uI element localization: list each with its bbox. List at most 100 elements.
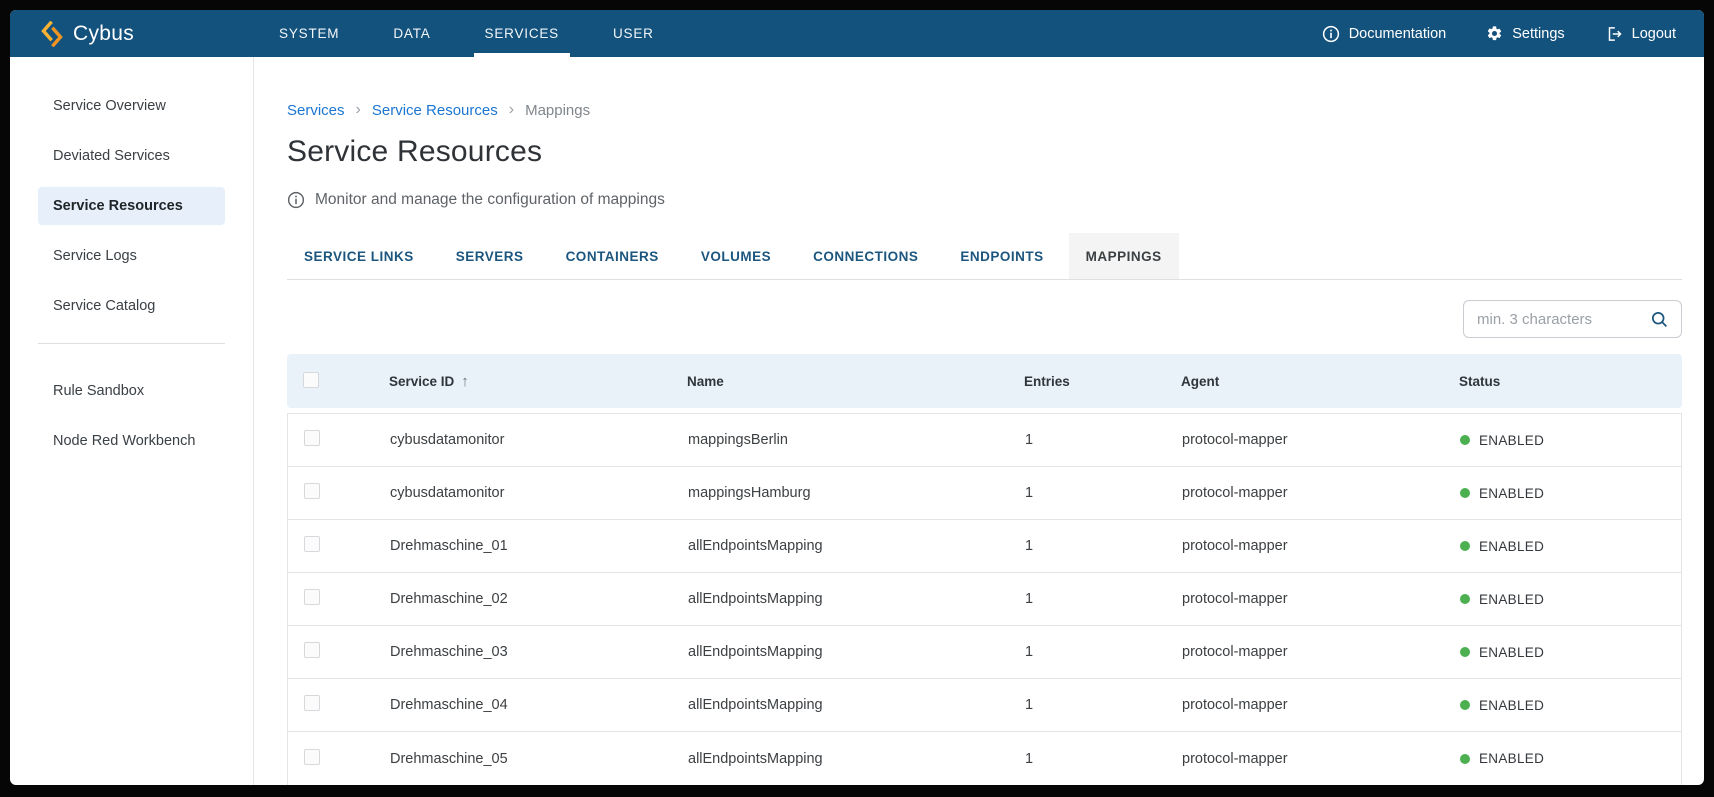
app-window: Cybus SYSTEMDATASERVICESUSER Documentati… — [10, 10, 1704, 785]
info-icon — [1322, 25, 1340, 43]
breadcrumb: Services › Service Resources › Mappings — [287, 101, 1682, 119]
table-row[interactable]: cybusdatamonitormappingsBerlin1protocol-… — [288, 414, 1681, 467]
breadcrumb-separator: › — [509, 101, 514, 119]
table-body: cybusdatamonitormappingsBerlin1protocol-… — [287, 413, 1682, 785]
nav-item-data[interactable]: DATA — [366, 10, 457, 57]
tab-endpoints[interactable]: ENDPOINTS — [943, 233, 1060, 279]
main-content: Services › Service Resources › Mappings Serv… — [254, 57, 1704, 785]
logout-icon — [1605, 25, 1623, 43]
cell-name: allEndpointsMapping — [688, 644, 1025, 660]
cell-entries: 1 — [1025, 538, 1182, 554]
documentation-button[interactable]: Documentation — [1322, 25, 1447, 43]
table-row[interactable]: cybusdatamonitormappingsHamburg1protocol… — [288, 467, 1681, 520]
row-checkbox[interactable] — [304, 642, 320, 658]
cell-agent: protocol-mapper — [1182, 591, 1460, 607]
sidebar-item-node-red-workbench[interactable]: Node Red Workbench — [38, 422, 225, 460]
breadcrumb-item-service-resources[interactable]: Service Resources — [372, 102, 498, 119]
cell-name: allEndpointsMapping — [688, 751, 1025, 767]
status-badge: ENABLED — [1479, 539, 1544, 554]
tab-servers[interactable]: SERVERS — [439, 233, 541, 279]
row-checkbox[interactable] — [304, 749, 320, 765]
search-input[interactable] — [1477, 311, 1650, 328]
table-toolbar — [287, 300, 1682, 338]
sidebar-item-service-logs[interactable]: Service Logs — [38, 237, 225, 275]
sidebar-item-rule-sandbox[interactable]: Rule Sandbox — [38, 372, 225, 410]
cell-name: mappingsHamburg — [688, 485, 1025, 501]
tab-connections[interactable]: CONNECTIONS — [796, 233, 935, 279]
settings-button[interactable]: Settings — [1486, 25, 1564, 42]
cell-agent: protocol-mapper — [1182, 644, 1460, 660]
row-checkbox[interactable] — [304, 536, 320, 552]
table-row[interactable]: Drehmaschine_04allEndpointsMapping1proto… — [288, 679, 1681, 732]
status-badge: ENABLED — [1479, 486, 1544, 501]
cybus-logo-icon — [40, 21, 64, 47]
cell-status: ENABLED — [1460, 592, 1681, 607]
column-header-service-id[interactable]: Service ID↑ — [389, 373, 687, 390]
cell-entries: 1 — [1025, 485, 1182, 501]
breadcrumb-separator: › — [356, 101, 361, 119]
row-checkbox[interactable] — [304, 483, 320, 499]
row-checkbox[interactable] — [304, 589, 320, 605]
sidebar-item-service-resources[interactable]: Service Resources — [38, 187, 225, 225]
breadcrumb-item-mappings: Mappings — [525, 102, 590, 119]
cell-service-id: Drehmaschine_05 — [390, 751, 688, 767]
status-badge: ENABLED — [1479, 645, 1544, 660]
cell-service-id: Drehmaschine_04 — [390, 697, 688, 713]
sort-ascending-icon[interactable]: ↑ — [461, 373, 469, 390]
cell-service-id: cybusdatamonitor — [390, 485, 688, 501]
status-enabled-dot — [1460, 594, 1470, 604]
top-nav: SYSTEMDATASERVICESUSER — [252, 10, 681, 57]
cell-name: allEndpointsMapping — [688, 538, 1025, 554]
search-icon[interactable] — [1650, 310, 1669, 329]
documentation-label: Documentation — [1349, 26, 1447, 42]
row-checkbox[interactable] — [304, 695, 320, 711]
cell-name: allEndpointsMapping — [688, 697, 1025, 713]
brand-logo[interactable]: Cybus — [40, 21, 134, 47]
column-header-agent[interactable]: Agent — [1181, 374, 1459, 389]
cell-agent: protocol-mapper — [1182, 432, 1460, 448]
table-row[interactable]: Drehmaschine_05allEndpointsMapping1proto… — [288, 732, 1681, 785]
tab-containers[interactable]: CONTAINERS — [549, 233, 676, 279]
select-all-checkbox[interactable] — [303, 372, 319, 388]
cell-service-id: Drehmaschine_01 — [390, 538, 688, 554]
cell-entries: 1 — [1025, 591, 1182, 607]
cell-entries: 1 — [1025, 751, 1182, 767]
status-enabled-dot — [1460, 488, 1470, 498]
tab-service-links[interactable]: SERVICE LINKS — [287, 233, 431, 279]
row-checkbox[interactable] — [304, 430, 320, 446]
sidebar-item-service-catalog[interactable]: Service Catalog — [38, 287, 225, 325]
table-row[interactable]: Drehmaschine_02allEndpointsMapping1proto… — [288, 573, 1681, 626]
cell-agent: protocol-mapper — [1182, 751, 1460, 767]
nav-item-system[interactable]: SYSTEM — [252, 10, 366, 57]
cell-status: ENABLED — [1460, 539, 1681, 554]
column-header-entries[interactable]: Entries — [1024, 374, 1181, 389]
status-badge: ENABLED — [1479, 698, 1544, 713]
table-row[interactable]: Drehmaschine_01allEndpointsMapping1proto… — [288, 520, 1681, 573]
row-select-cell — [288, 430, 390, 450]
sidebar-item-deviated-services[interactable]: Deviated Services — [38, 137, 225, 175]
breadcrumb-item-services[interactable]: Services — [287, 102, 345, 119]
status-enabled-dot — [1460, 435, 1470, 445]
logout-button[interactable]: Logout — [1605, 25, 1676, 43]
sidebar-item-service-overview[interactable]: Service Overview — [38, 87, 225, 125]
cell-status: ENABLED — [1460, 645, 1681, 660]
nav-item-services[interactable]: SERVICES — [458, 10, 586, 57]
cell-status: ENABLED — [1460, 433, 1681, 448]
column-header-name[interactable]: Name — [687, 374, 1024, 389]
status-badge: ENABLED — [1479, 433, 1544, 448]
tab-mappings[interactable]: MAPPINGS — [1069, 233, 1179, 279]
column-header-status[interactable]: Status — [1459, 374, 1682, 389]
status-badge: ENABLED — [1479, 592, 1544, 607]
cell-name: mappingsBerlin — [688, 432, 1025, 448]
table-row[interactable]: Drehmaschine_03allEndpointsMapping1proto… — [288, 626, 1681, 679]
table-header-row: Service ID↑NameEntriesAgentStatus — [287, 354, 1682, 408]
info-icon — [287, 191, 305, 209]
status-enabled-dot — [1460, 647, 1470, 657]
top-bar: Cybus SYSTEMDATASERVICESUSER Documentati… — [10, 10, 1704, 57]
row-select-cell — [288, 483, 390, 503]
tab-volumes[interactable]: VOLUMES — [684, 233, 788, 279]
row-select-cell — [288, 642, 390, 662]
nav-item-user[interactable]: USER — [586, 10, 681, 57]
cell-agent: protocol-mapper — [1182, 697, 1460, 713]
row-select-cell — [288, 589, 390, 609]
